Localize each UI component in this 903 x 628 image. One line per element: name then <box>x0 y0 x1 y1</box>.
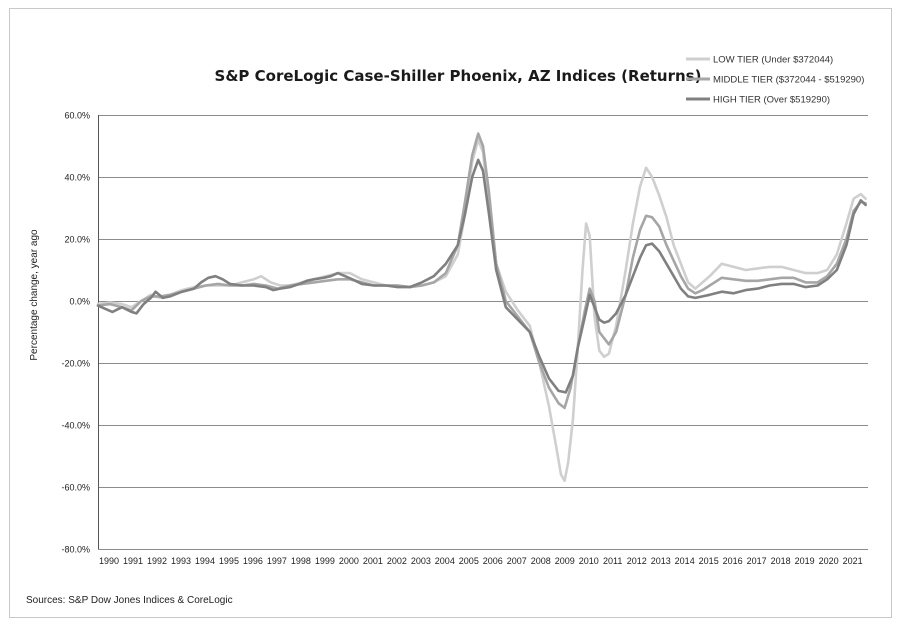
x-tick-label: 2005 <box>459 556 479 566</box>
x-tick-label: 2018 <box>771 556 791 566</box>
x-tick-label: 2006 <box>483 556 503 566</box>
x-tick-label: 1997 <box>267 556 287 566</box>
x-tick-label: 2011 <box>603 556 622 566</box>
x-tick-label: 2009 <box>555 556 575 566</box>
x-tick-label: 2021 <box>843 556 863 566</box>
x-tick-label: 1990 <box>99 556 119 566</box>
x-tick-label: 1995 <box>219 556 239 566</box>
y-tick-labels: 60.0% 40.0% 20.0% 0.0% -20.0% -40.0% -60.0% -80… <box>61 111 90 555</box>
legend-label: HIGH TIER (Over $519290) <box>713 95 830 106</box>
x-tick-label: 2010 <box>579 556 599 566</box>
x-tick-labels: 1990 1991 1992 1993 1994 1995 1996 1997 1998 1999… <box>99 556 863 566</box>
x-tick-label: 1999 <box>315 556 335 566</box>
legend: LOW TIER (Under $372044) MIDDLE TIER ($37… <box>686 55 864 106</box>
x-tick-label: 2017 <box>747 556 767 566</box>
x-tick-label: 2012 <box>627 556 647 566</box>
x-tick-label: 2000 <box>339 556 359 566</box>
chart-svg: S&P CoreLogic Case-Shiller Phoenix, AZ I… <box>26 55 868 606</box>
x-tick-label: 2014 <box>675 556 695 566</box>
grid-lines <box>98 115 868 550</box>
x-tick-label: 1993 <box>171 556 191 566</box>
series-lines <box>96 132 867 483</box>
x-tick-label: 1994 <box>195 556 215 566</box>
y-tick-label: 0.0% <box>69 297 90 307</box>
series-line-low-tier <box>96 138 867 483</box>
x-tick-label: 2016 <box>723 556 743 566</box>
y-axis-label: Percentage change, year ago <box>29 229 40 361</box>
y-tick-label: 40.0% <box>64 173 90 183</box>
x-tick-label: 2020 <box>819 556 839 566</box>
legend-label: LOW TIER (Under $372044) <box>713 55 833 66</box>
series-line-high-tier <box>96 158 867 394</box>
y-tick-label: -40.0% <box>61 421 90 431</box>
x-tick-label: 2003 <box>411 556 431 566</box>
x-tick-label: 1991 <box>123 556 143 566</box>
x-tick-label: 2013 <box>651 556 671 566</box>
legend-label: MIDDLE TIER ($372044 - $519290) <box>713 75 864 86</box>
x-tick-label: 1998 <box>291 556 311 566</box>
x-tick-label: 1996 <box>243 556 263 566</box>
x-tick-label: 2019 <box>795 556 815 566</box>
x-tick-label: 2008 <box>531 556 551 566</box>
x-tick-label: 2015 <box>699 556 719 566</box>
y-tick-label: -60.0% <box>61 483 90 493</box>
x-tick-label: 2007 <box>507 556 527 566</box>
source-note: Sources: S&P Dow Jones Indices & CoreLog… <box>26 595 233 606</box>
x-tick-label: 2001 <box>363 556 383 566</box>
chart-frame: S&P CoreLogic Case-Shiller Phoenix, AZ I… <box>9 8 892 618</box>
y-tick-label: -80.0% <box>61 545 90 555</box>
x-tick-label: 2002 <box>387 556 407 566</box>
y-tick-label: 60.0% <box>64 111 90 121</box>
series-line-middle-tier <box>96 132 867 410</box>
x-tick-label: 2004 <box>435 556 455 566</box>
y-tick-label: -20.0% <box>61 359 90 369</box>
x-tick-label: 1992 <box>147 556 167 566</box>
chart-title: S&P CoreLogic Case-Shiller Phoenix, AZ I… <box>215 67 702 85</box>
y-tick-label: 20.0% <box>64 235 90 245</box>
